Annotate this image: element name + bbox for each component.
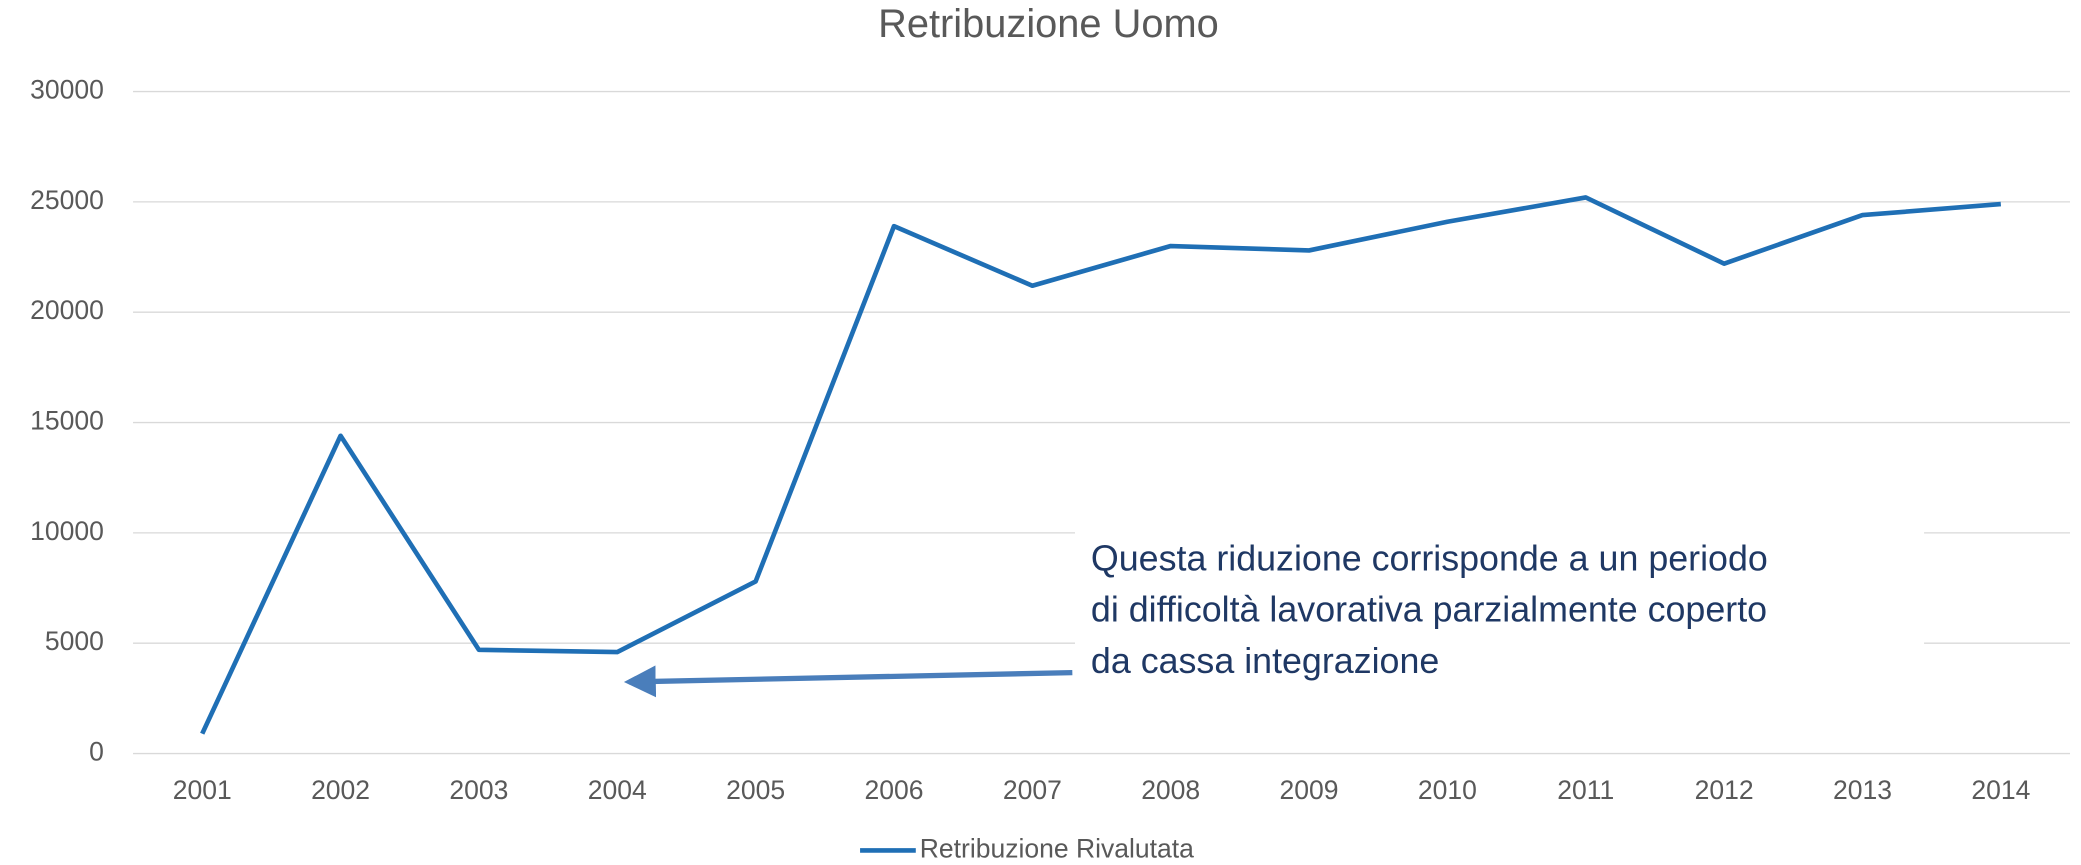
y-tick-label: 25000: [30, 185, 104, 215]
annotation-box: [1074, 530, 1925, 693]
x-tick-label: 2007: [1003, 775, 1062, 805]
x-tick-label: 2012: [1695, 775, 1754, 805]
x-tick-label: 2010: [1418, 775, 1477, 805]
line-series: [200, 195, 2002, 735]
x-tick-label: 2008: [1141, 775, 1200, 805]
x-tick-label: 2013: [1833, 775, 1892, 805]
y-tick-label: 10000: [30, 516, 104, 546]
x-tick-label: 2006: [864, 775, 923, 805]
annotation-arrow: [623, 665, 1073, 698]
annotation-text: di difficoltà lavorativa parzialmente co…: [1091, 590, 1767, 630]
x-tick-label: 2009: [1280, 775, 1339, 805]
legend-label: Retribuzione Rivalutata: [920, 833, 1194, 863]
x-tick-label: 2011: [1557, 775, 1614, 805]
y-tick-label: 5000: [45, 626, 104, 656]
annotation-text: da cassa integrazione: [1091, 641, 1439, 681]
x-tick-label: 2002: [311, 775, 370, 805]
x-tick-label: 2005: [726, 775, 785, 805]
y-tick-label: 30000: [30, 75, 104, 105]
x-tick-label: 2004: [588, 775, 647, 805]
x-tick-label: 2003: [449, 775, 508, 805]
x-tick-label: 2014: [1971, 775, 2030, 805]
y-tick-label: 15000: [30, 406, 104, 436]
y-tick-label: 0: [89, 737, 104, 767]
x-tick-label: 2001: [173, 775, 232, 805]
chart-title: Retribuzione Uomo: [878, 2, 1219, 46]
y-tick-label: 20000: [30, 295, 104, 325]
annotation-text: Questa riduzione corrisponde a un period…: [1091, 539, 1768, 579]
